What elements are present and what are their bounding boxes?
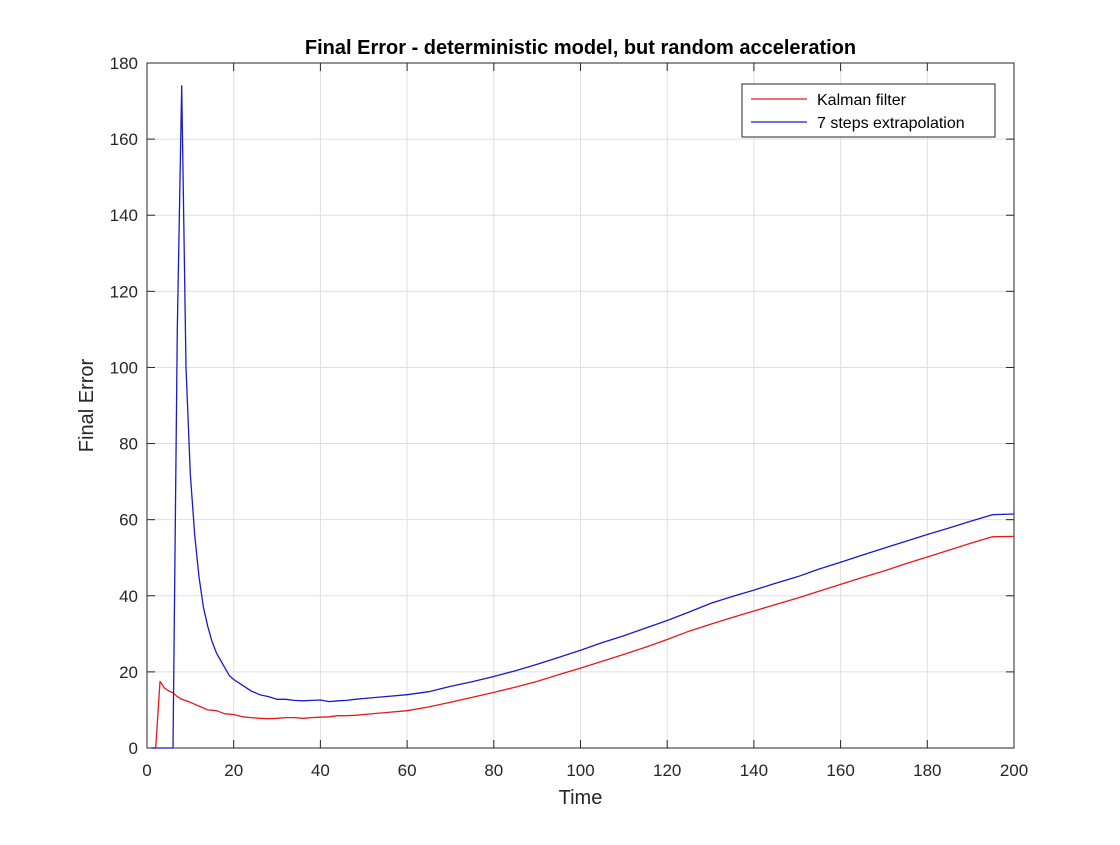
series-line-0	[151, 535, 1015, 749]
x-tick-label: 80	[484, 761, 503, 780]
y-tick-label: 160	[110, 130, 138, 149]
y-tick-label: 40	[119, 587, 138, 606]
y-tick-label: 180	[110, 54, 138, 73]
x-tick-label: 60	[398, 761, 417, 780]
y-tick-label: 100	[110, 358, 138, 377]
series-line-1	[151, 85, 1015, 749]
y-tick-label: 20	[119, 663, 138, 682]
y-tick-label: 60	[119, 511, 138, 530]
legend: Kalman filter 7 steps extrapolation	[741, 83, 996, 138]
y-axis-title: Final Error	[76, 358, 98, 452]
x-tick-label: 40	[311, 761, 330, 780]
y-tick-label: 120	[110, 282, 138, 301]
y-tick-label: 80	[119, 435, 138, 454]
x-tick-label: 180	[913, 761, 941, 780]
legend-label-1: 7 steps extrapolation	[817, 115, 965, 132]
chart-title: Final Error - deterministic model, but r…	[305, 37, 856, 59]
legend-box	[741, 83, 996, 138]
x-tick-label: 100	[566, 761, 594, 780]
y-tick-label: 140	[110, 206, 138, 225]
axis-ticks: 0 20 40 60 80 100 120 140 160 180 200 0 20 40 60 80 100 1…	[110, 54, 1029, 780]
series-lines	[151, 85, 1015, 749]
legend-label-0: Kalman filter	[817, 92, 907, 109]
x-tick-label: 140	[740, 761, 768, 780]
x-tick-label: 20	[224, 761, 243, 780]
x-tick-label: 160	[826, 761, 854, 780]
x-tick-label: 200	[1000, 761, 1028, 780]
x-axis-title: Time	[559, 787, 603, 809]
x-tick-label: 120	[653, 761, 681, 780]
x-tick-label: 0	[142, 761, 151, 780]
y-tick-label: 0	[129, 739, 138, 758]
